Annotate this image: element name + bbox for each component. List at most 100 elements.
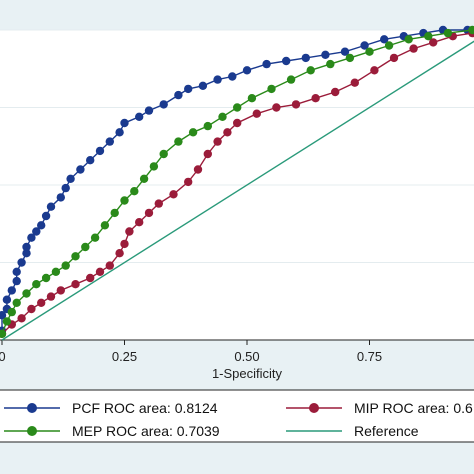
mep-point-6 (41, 273, 51, 283)
mip-point-32 (409, 44, 418, 53)
pcf-point-39 (380, 35, 389, 44)
mep-point-29 (345, 53, 355, 63)
mep-point-30 (365, 47, 374, 56)
pcf-point-32 (242, 66, 252, 75)
mep-point-26 (286, 75, 296, 84)
mip-point-25 (272, 103, 281, 112)
mip-point-19 (193, 165, 203, 174)
pcf-point-27 (174, 90, 183, 100)
mip-point-31 (389, 53, 399, 63)
mep-point-24 (247, 94, 257, 103)
mip-point-9 (95, 267, 105, 276)
pcf-point-30 (213, 75, 222, 84)
mep-point-0 (0, 329, 7, 338)
mep-point-17 (149, 162, 159, 171)
pcf-point-19 (86, 156, 95, 165)
mep-point-19 (174, 137, 183, 146)
pcf-point-28 (184, 84, 193, 94)
mep-point-9 (71, 252, 80, 261)
pcf-point-24 (135, 112, 144, 122)
mip-point-7 (71, 280, 80, 289)
pcf-point-34 (282, 56, 291, 66)
x-tick-label-3: 0.75 (357, 349, 382, 364)
mip-point-18 (184, 177, 193, 187)
mip-point-11 (115, 249, 124, 258)
mip-point-6 (56, 286, 65, 295)
pcf-point-4 (7, 286, 16, 295)
pcf-point-12 (37, 221, 46, 230)
pcf-point-13 (41, 211, 51, 221)
pcf-point-31 (228, 72, 237, 81)
mip-point-22 (223, 128, 232, 137)
mip-point-26 (291, 100, 301, 109)
pcf-point-29 (198, 81, 208, 91)
reference-series-line (1, 40, 474, 341)
mep-point-22 (218, 112, 227, 122)
mep-point-33 (424, 32, 433, 41)
pcf-point-21 (105, 137, 115, 146)
mip-point-24 (252, 109, 261, 118)
pcf-point-35 (301, 53, 310, 63)
mep-point-13 (110, 208, 119, 218)
mip-point-12 (120, 239, 129, 249)
pcf-point-37 (340, 47, 350, 56)
mip-legend-label: MIP ROC area: 0.6 (354, 400, 473, 416)
mep-point-21 (203, 121, 212, 131)
pcf-point-9 (22, 242, 31, 252)
mep-point-25 (267, 84, 276, 94)
pcf-point-16 (61, 183, 70, 193)
pcf-point-18 (76, 165, 85, 174)
pcf-point-7 (17, 258, 26, 267)
mip-point-27 (311, 94, 320, 103)
x-tick-label-2: 0.50 (234, 349, 259, 364)
mep-point-16 (139, 174, 149, 183)
mip-point-15 (144, 208, 154, 218)
mip-point-23 (233, 118, 242, 128)
mip-point-30 (370, 66, 379, 75)
pcf-point-3 (2, 295, 12, 304)
mep-point-20 (188, 128, 198, 137)
mep-point-1 (2, 317, 12, 326)
mep-point-7 (51, 267, 61, 276)
mip-point-17 (169, 190, 178, 199)
pcf-legend-marker (27, 403, 37, 413)
mip-point-5 (46, 292, 56, 301)
mip-point-28 (331, 87, 340, 97)
mep-point-18 (159, 149, 168, 159)
reference-legend-label: Reference (354, 423, 419, 439)
pcf-point-20 (95, 146, 105, 156)
mep-point-10 (81, 242, 90, 252)
pcf-point-15 (56, 193, 65, 202)
pcf-point-17 (66, 174, 75, 183)
x-tick-label-1: 0.25 (112, 349, 137, 364)
mep-point-15 (130, 187, 139, 196)
mep-point-4 (22, 289, 31, 298)
pcf-legend-label: PCF ROC area: 0.8124 (72, 400, 218, 416)
pcf-point-11 (32, 227, 41, 236)
mep-point-3 (12, 298, 21, 307)
mep-point-32 (404, 35, 413, 44)
mip-legend-marker (309, 403, 319, 413)
mep-point-34 (443, 28, 453, 38)
mep-point-35 (468, 25, 474, 35)
pcf-point-33 (262, 59, 271, 69)
pcf-point-14 (46, 202, 56, 211)
mip-point-21 (213, 137, 222, 146)
mep-point-8 (61, 261, 70, 270)
mep-point-11 (90, 233, 100, 242)
mip-point-33 (429, 38, 438, 47)
mep-legend-marker (27, 426, 37, 436)
mep-point-23 (233, 103, 242, 112)
mip-point-16 (154, 199, 163, 208)
mip-point-4 (37, 298, 46, 307)
mip-point-13 (125, 227, 134, 236)
mep-point-2 (7, 307, 16, 317)
mep-legend-label: MEP ROC area: 0.7039 (72, 423, 220, 439)
mep-point-31 (384, 41, 394, 50)
pcf-point-26 (159, 100, 168, 109)
mip-point-3 (27, 304, 36, 314)
mep-point-28 (326, 59, 335, 69)
pcf-point-5 (12, 276, 21, 286)
